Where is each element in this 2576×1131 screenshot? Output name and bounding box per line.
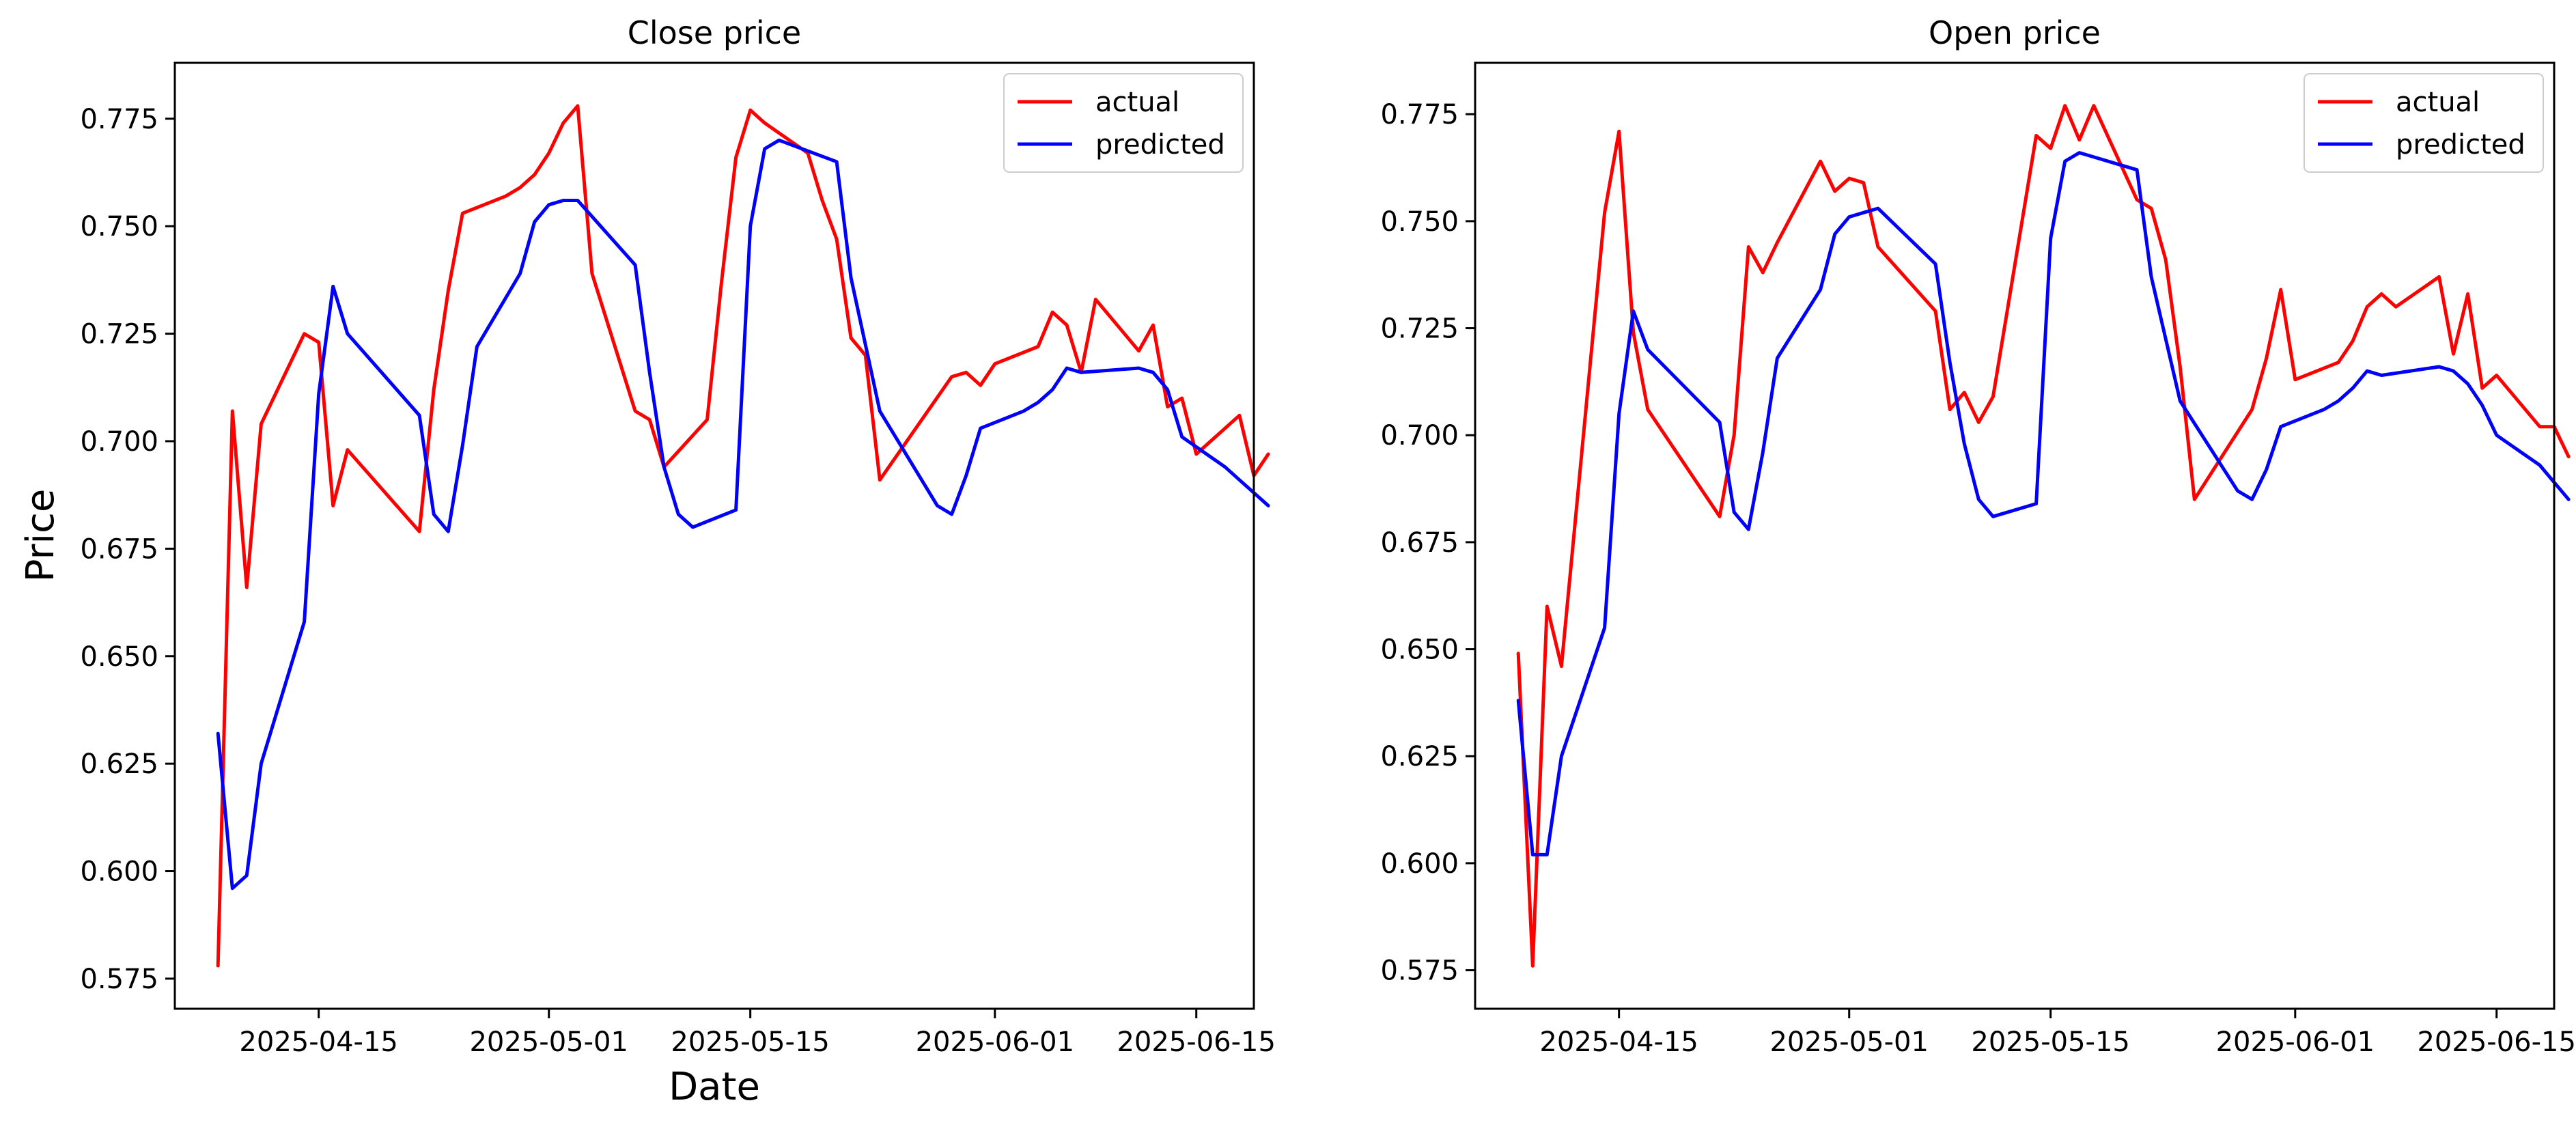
- close-price-chart-y-tick-label: 0.750: [80, 211, 158, 242]
- close-price-chart-series-predicted-line: [216, 138, 1270, 891]
- close-price-chart-legend: actual predicted: [1003, 73, 1244, 173]
- close-price-chart-series-actual-line: [216, 104, 1270, 968]
- close-price-chart-x-tick-label: 2025-05-01: [469, 1027, 628, 1058]
- open-price-chart-x-tick-label: 2025-05-15: [1971, 1027, 2129, 1058]
- open-price-chart-legend: actual predicted: [2304, 73, 2544, 173]
- open-price-chart-series-actual-line: [1516, 104, 2571, 968]
- open-price-chart-y-tick-label: 0.600: [1380, 848, 1459, 880]
- close-price-chart-y-tick-label: 0.650: [80, 641, 158, 673]
- close-price-chart-x-tick-label: 2025-05-15: [671, 1027, 829, 1058]
- open-price-chart-x-tick-label: 2025-05-01: [1769, 1027, 1928, 1058]
- open-price-chart-y-axis: 0.575 0.600 0.625 0.650 0.675 0.700 0.725 0.750…: [1380, 99, 1475, 987]
- open-price-chart-legend-box: [2304, 73, 2544, 173]
- open-price-chart-y-tick-label: 0.750: [1380, 206, 1459, 238]
- open-price-chart-y-tick-label: 0.650: [1380, 634, 1459, 666]
- open-price-chart-y-tick-label: 0.775: [1380, 99, 1459, 130]
- open-price-chart-series-predicted-line: [1516, 151, 2571, 856]
- close-price-chart-legend-predicted-label: predicted: [1095, 129, 1225, 160]
- close-price-chart-y-tick-label: 0.575: [80, 964, 158, 995]
- close-price-chart-x-axis: 2025-04-15 2025-05-01 2025-05-15 2025-06-01…: [239, 1009, 1276, 1058]
- close-price-chart-y-tick-label: 0.775: [80, 104, 158, 135]
- close-price-chart-x-tick-label: 2025-04-15: [239, 1027, 397, 1058]
- open-price-chart-x-tick-label: 2025-06-15: [2417, 1027, 2575, 1058]
- open-price-chart-x-tick-label: 2025-06-01: [2216, 1027, 2375, 1058]
- open-price-chart-x-axis: 2025-04-15 2025-05-01 2025-05-15 2025-06-01…: [1539, 1009, 2576, 1058]
- close-price-chart-y-axis: 0.575 0.600 0.625 0.650 0.675 0.700 0.725 0.750…: [80, 104, 175, 995]
- close-price-chart-y-tick-label: 0.725: [80, 319, 158, 350]
- open-price-chart-y-tick-label: 0.700: [1380, 420, 1459, 451]
- open-price-chart-x-tick-label: 2025-04-15: [1539, 1027, 1698, 1058]
- open-price-chart-frame: [1474, 61, 2556, 1010]
- open-price-chart-legend-actual-label: actual: [2396, 87, 2480, 118]
- close-price-chart-marks: [216, 104, 1270, 968]
- open-price-chart-y-tick-label: 0.725: [1380, 313, 1459, 345]
- close-price-chart-y-axis-label: Price: [18, 489, 63, 583]
- close-price-chart-legend-box: [1003, 73, 1244, 173]
- close-price-chart-y-tick-label: 0.600: [80, 856, 158, 888]
- open-price-chart-y-tick-label: 0.675: [1380, 527, 1459, 559]
- close-price-chart-x-axis-label: Date: [669, 1065, 760, 1109]
- close-price-chart-y-tick-label: 0.675: [80, 533, 158, 565]
- open-price-chart: Open price 0.575 0.600 0.625 0.650 0.675 0.70…: [1380, 14, 2575, 1058]
- close-price-chart-x-tick-label: 2025-06-01: [916, 1027, 1074, 1058]
- open-price-chart-y-tick-label: 0.575: [1380, 955, 1459, 987]
- close-price-chart-legend-actual-label: actual: [1095, 87, 1179, 118]
- close-price-chart-frame: [173, 61, 1255, 1010]
- close-price-chart-y-tick-label: 0.700: [80, 426, 158, 458]
- open-price-chart-title: Open price: [1929, 14, 2101, 51]
- open-price-chart-y-tick-label: 0.625: [1380, 741, 1459, 772]
- close-price-chart: Close price 0.575 0.600 0.625 0.650 0.675 0.7…: [18, 14, 1276, 1109]
- open-price-chart-marks: [1516, 104, 2571, 968]
- close-price-chart-y-tick-label: 0.625: [80, 749, 158, 780]
- close-price-chart-x-tick-label: 2025-06-15: [1117, 1027, 1275, 1058]
- open-price-chart-legend-predicted-label: predicted: [2396, 129, 2525, 160]
- close-price-chart-title: Close price: [628, 14, 801, 51]
